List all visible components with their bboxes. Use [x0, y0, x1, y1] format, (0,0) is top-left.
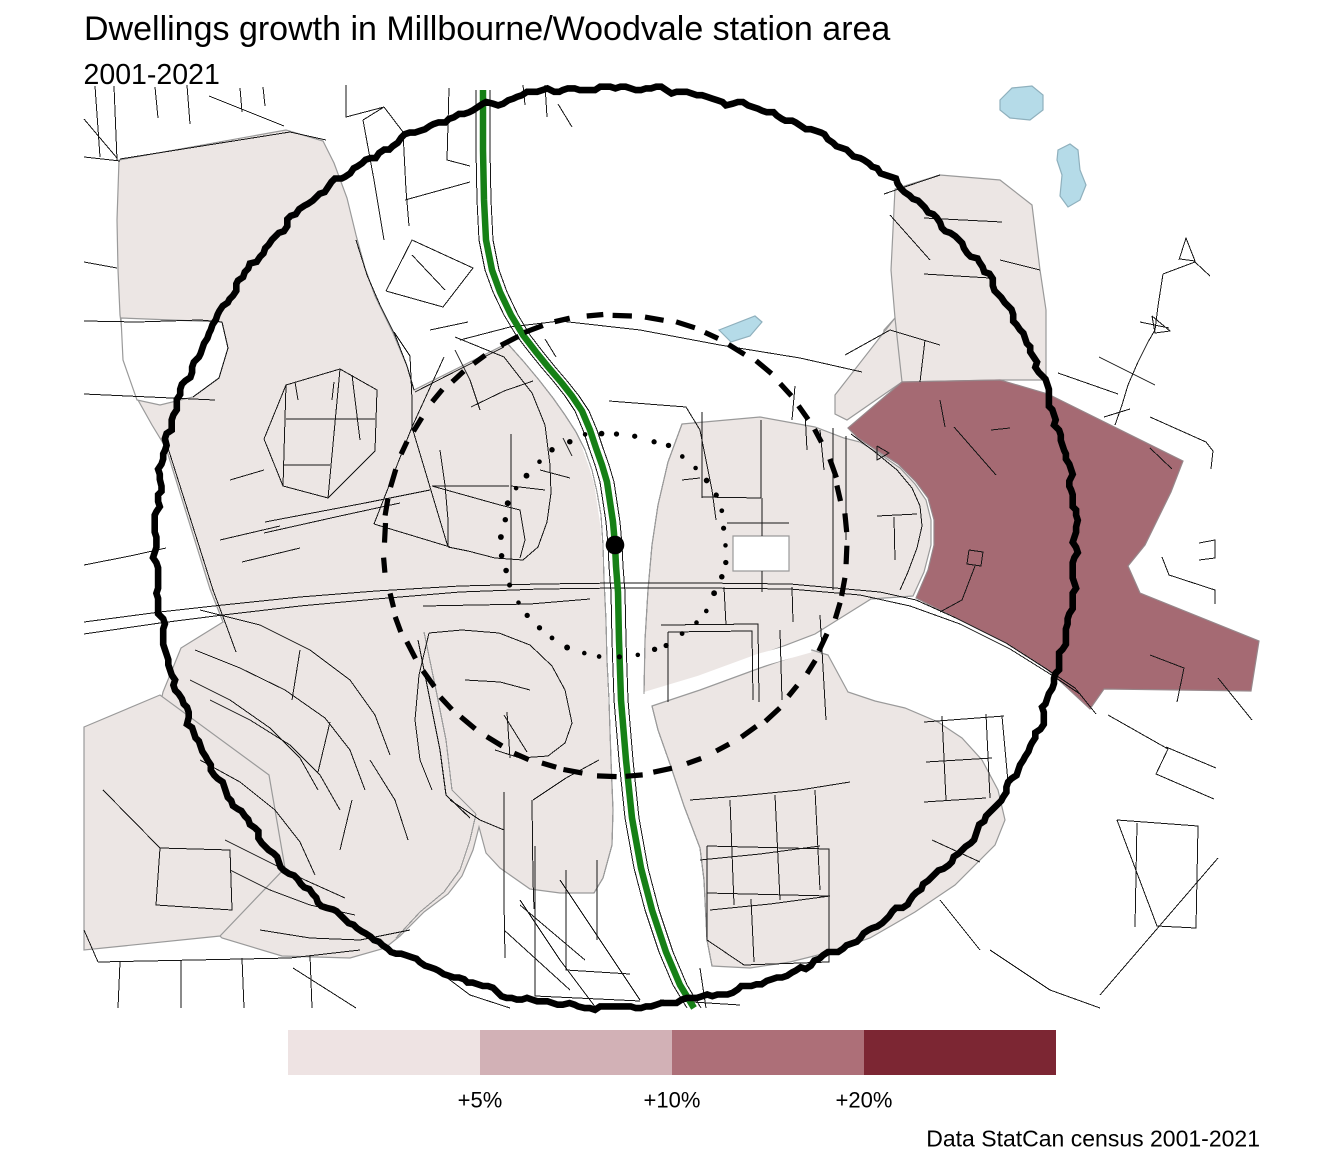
svg-text:Data StatCan census 2001-2021: Data StatCan census 2001-2021: [926, 1126, 1260, 1152]
svg-text:Dwellings growth in Millbourne: Dwellings growth in Millbourne/Woodvale …: [84, 10, 890, 48]
svg-text:+20%: +20%: [836, 1088, 893, 1113]
svg-text:2001-2021: 2001-2021: [84, 59, 220, 91]
svg-text:+10%: +10%: [644, 1088, 701, 1113]
svg-text:+5%: +5%: [458, 1088, 503, 1113]
